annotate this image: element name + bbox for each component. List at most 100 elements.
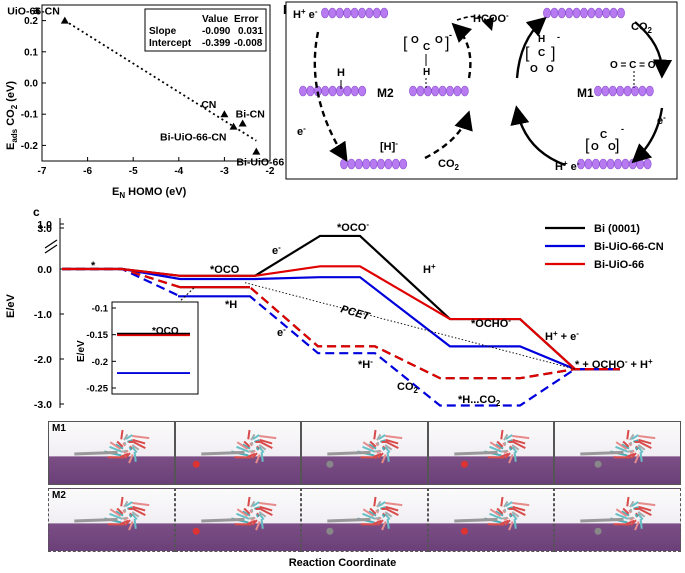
mech-carboxylate-m1-bottom: [] C O O - bbox=[585, 124, 624, 154]
mech-label-hcoo: HCOO- bbox=[473, 11, 509, 25]
c-series-bi-uio-66-cn-m2 bbox=[62, 267, 620, 407]
structure-row-label: M2 bbox=[52, 490, 66, 501]
bi-atom bbox=[354, 158, 363, 170]
chart-a-point bbox=[229, 122, 238, 130]
c-ytick-label: -1.0 bbox=[34, 309, 52, 321]
mech-label-h-adsorbed: H bbox=[337, 67, 345, 79]
pcet-dotted-line bbox=[244, 282, 576, 370]
c-series-bi-uio-66-m2 bbox=[62, 267, 620, 380]
mech-label-co2-top: CO2 bbox=[631, 21, 653, 35]
chart-a-point-label: Bi-UiO-66 bbox=[236, 157, 284, 169]
bi-atom bbox=[623, 85, 632, 97]
mech-label-co2-bottom: CO2 bbox=[438, 158, 460, 172]
mof-cluster-icon bbox=[192, 496, 276, 535]
mof-cluster-icon bbox=[454, 429, 530, 468]
mech-label-oco-molecule: O = C = O bbox=[610, 60, 656, 71]
bi-atom bbox=[336, 85, 344, 97]
mech-label-h-minus: [H]- bbox=[380, 139, 398, 153]
svg-text:C: C bbox=[423, 42, 430, 53]
c-annot-e-lower: e- bbox=[277, 325, 286, 339]
bi-atom bbox=[628, 158, 637, 170]
bi-atom bbox=[343, 7, 352, 19]
mech-formate-m2: [] O C O H - bbox=[403, 30, 452, 88]
chart-c-energy-profile: 3.02.01.00.0-1.0-2.0-3.0 * *OCO *OCO- *O… bbox=[5, 218, 664, 411]
bi-atom bbox=[358, 85, 367, 97]
bi-atom bbox=[380, 7, 389, 19]
m2-arrow-hcooh bbox=[456, 15, 495, 32]
bi-atom bbox=[621, 158, 630, 170]
svg-text:-: - bbox=[449, 30, 452, 40]
bi-atom bbox=[584, 158, 593, 170]
inset-label: *OCO bbox=[152, 326, 179, 337]
c-legend: Bi (0001) Bi-UiO-66-CN Bi-UiO-66 bbox=[545, 223, 664, 271]
m2-arrow-bottom bbox=[424, 110, 473, 160]
svg-text:H: H bbox=[538, 34, 545, 45]
c-series-bi-uio-66-m1 bbox=[62, 265, 620, 371]
bi-atom bbox=[369, 158, 378, 170]
c-annot-oco-minus: *OCO- bbox=[337, 220, 369, 234]
bi-atom bbox=[350, 7, 359, 19]
m1-arrow-right bbox=[631, 107, 664, 164]
bi-atom bbox=[594, 85, 602, 97]
bi-atom bbox=[643, 158, 652, 170]
mof-cluster-icon bbox=[74, 496, 150, 531]
c-annot-star: * bbox=[91, 260, 96, 272]
bi-atom bbox=[358, 7, 366, 19]
mof-cluster-icon bbox=[454, 496, 530, 535]
structure-frame-m2: M2 bbox=[48, 488, 175, 552]
legend-label-bi-uio-66: Bi-UiO-66 bbox=[594, 259, 644, 271]
bi-atom bbox=[347, 158, 356, 170]
bi-atom bbox=[391, 158, 400, 170]
chart-a-ytick-label: -0.2 bbox=[21, 141, 39, 152]
bi-atom bbox=[609, 7, 618, 19]
bi-atom bbox=[340, 158, 348, 170]
bi-atom bbox=[616, 85, 625, 97]
panel-label-c: c bbox=[33, 205, 40, 219]
inset-frame bbox=[111, 301, 199, 395]
svg-text:-: - bbox=[557, 32, 560, 42]
bi-atom bbox=[343, 85, 352, 97]
svg-text:-: - bbox=[621, 124, 624, 134]
bi-atom bbox=[580, 7, 588, 19]
chart-a-point bbox=[220, 110, 229, 118]
bi-atom bbox=[636, 158, 645, 170]
chart-a-xtick-label: -4 bbox=[174, 166, 183, 177]
mech-label-m2: M2 bbox=[377, 86, 394, 100]
bi-atom bbox=[350, 85, 359, 97]
chart-a-ytick-label: -0.1 bbox=[21, 110, 39, 121]
chart-a-xtick-label: -5 bbox=[129, 166, 138, 177]
bi-atom bbox=[601, 85, 610, 97]
chart-a-point-label: UiO-66-CN bbox=[7, 6, 60, 18]
bi-atom bbox=[321, 85, 330, 97]
c-ytick-label: 1.0 bbox=[37, 219, 52, 231]
chart-a-xlabel: EN HOMO (eV) bbox=[112, 186, 187, 200]
bi-atom bbox=[372, 7, 381, 19]
structure-frame-m1: M1 bbox=[48, 421, 175, 485]
bi-atom bbox=[453, 85, 462, 97]
mech-formate-m1-top: [] H C O O - bbox=[525, 32, 560, 75]
chart-a-ylabel: Eads CO2 (eV) bbox=[5, 81, 19, 150]
structure-frame-m1 bbox=[427, 421, 555, 485]
chart-a-xtick-label: -2 bbox=[266, 166, 275, 177]
bi-atom bbox=[591, 158, 600, 170]
c-axis-break-1 bbox=[44, 239, 58, 249]
legend-label-bi-uio-66-cn: Bi-UiO-66-CN bbox=[594, 241, 664, 253]
c-inset: -0.1 -0.15 -0.2 -0.25 *OCO E/eV bbox=[76, 286, 199, 395]
svg-text:]: ] bbox=[445, 35, 449, 52]
chart-a-point bbox=[238, 119, 247, 127]
c-annot-h-star: *H bbox=[225, 299, 237, 311]
svg-text:O: O bbox=[435, 35, 443, 46]
bi-atom bbox=[299, 85, 307, 97]
bi-atom bbox=[608, 85, 617, 97]
svg-text:O: O bbox=[530, 64, 538, 75]
mof-cluster-icon bbox=[326, 429, 403, 468]
svg-text:O: O bbox=[546, 64, 554, 75]
c-ytick-label: 3.0 bbox=[37, 223, 52, 235]
structure-frame-m2 bbox=[554, 488, 681, 552]
m1-arrow-bottom bbox=[510, 105, 566, 167]
mech-label-h-plus-e-bottom: H+ e- bbox=[555, 159, 580, 173]
svg-text:C: C bbox=[538, 48, 545, 59]
bi-atom bbox=[438, 85, 447, 97]
chart-a-point-label: Bi-UiO-66-CN bbox=[160, 132, 227, 144]
c-annot-h-plus-e: H+ + e- bbox=[545, 329, 579, 343]
